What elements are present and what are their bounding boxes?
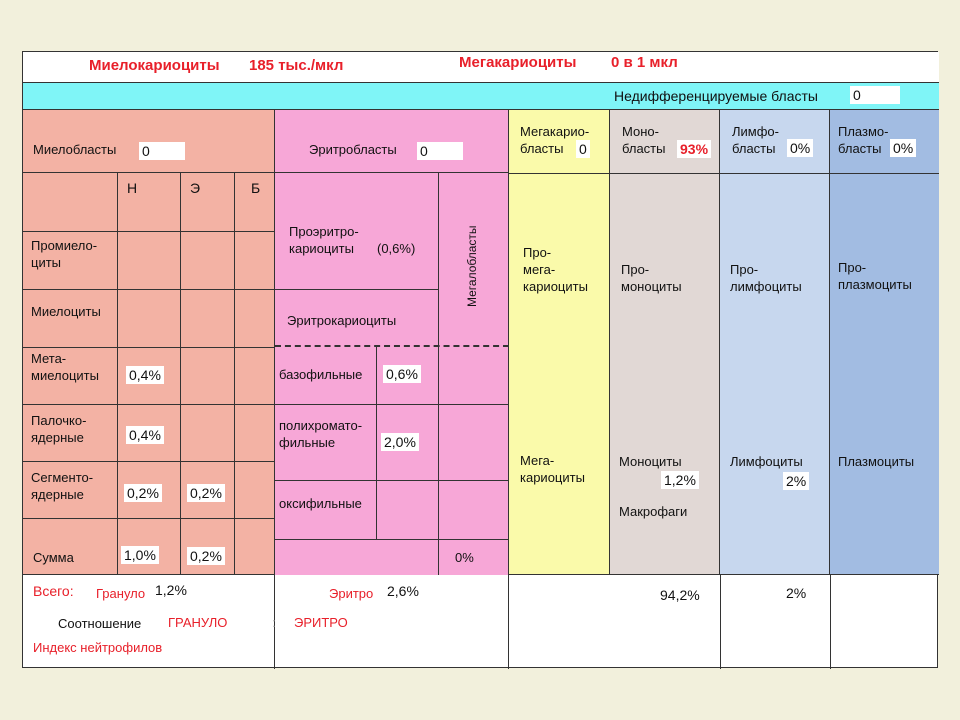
row-band-label: Палочко- ядерные: [31, 413, 87, 445]
prolymphocytes-label: Про- лимфоциты: [730, 262, 802, 294]
row-sum-e: 0,2%: [187, 547, 225, 565]
lymphoblasts-value: 0%: [787, 139, 814, 157]
erythroblasts-value: 0: [417, 142, 463, 160]
proerythro-label: Проэритро- кариоциты: [289, 224, 359, 256]
mono-column: [610, 110, 720, 575]
erythroblasts-cell: [275, 110, 509, 173]
megakaryo-column: [509, 110, 610, 575]
totals-ratio-granulo: ГРАНУЛО: [168, 615, 228, 630]
basophilic-value: 0,6%: [383, 365, 421, 383]
col-b-header: Б: [251, 180, 261, 196]
monoblasts-value: 93%: [677, 140, 712, 158]
col-e-header: Э: [190, 180, 201, 196]
plasmablasts-label: Плазмо- бласты: [838, 124, 889, 156]
header-row: [23, 52, 939, 83]
col-n-header: Н: [127, 180, 138, 196]
row-segmented-n: 0,2%: [124, 484, 162, 502]
megakaryocytes-label: Мегакариоциты: [459, 54, 577, 71]
monoblasts-label: Моно- бласты: [622, 124, 666, 156]
myeloblasts-cell: [23, 110, 275, 173]
row-myelocytes-label: Миелоциты: [31, 304, 101, 319]
totals-granulo-label: Грануло: [96, 586, 146, 601]
totals-granulo-value: 1,2%: [155, 582, 187, 598]
proerythro-value: (0,6%): [377, 241, 416, 256]
row-band-n: 0,4%: [126, 426, 164, 444]
plasmablasts-value: 0%: [890, 139, 917, 157]
macrophages-label: Макрофаги: [619, 504, 688, 519]
totals-ratio-separator: :: [272, 615, 276, 630]
row-segmented-e: 0,2%: [187, 484, 225, 502]
myelokaryocytes-label: Миелокариоциты: [89, 57, 220, 74]
lympho-column: [720, 110, 830, 575]
lymphocytes-label: Лимфоциты: [730, 454, 803, 469]
monocytes-value: 1,2%: [661, 471, 699, 489]
row-metamyelocytes-label: Мета- миелоциты: [31, 351, 99, 383]
totals-ratio-erythro: ЭРИТРО: [294, 615, 348, 630]
promonocytes-label: Про- моноциты: [621, 262, 682, 294]
totals-erythro-label: Эритро: [329, 586, 374, 601]
basophilic-label: базофильные: [279, 367, 363, 382]
erythrokaryocytes-label: Эритрокариоциты: [287, 313, 397, 328]
neutrophil-index-label: Индекс нейтрофилов: [33, 640, 163, 655]
myeloblasts-label: Миелобласты: [33, 142, 117, 157]
oxyphilic-label: оксифильные: [279, 496, 362, 511]
plasma-column: [830, 110, 939, 575]
megakaryocytes-mature-label: Мега- кариоциты: [520, 453, 585, 485]
row-metamyelocytes-n: 0,4%: [126, 366, 164, 384]
undiff-value: 0: [850, 86, 900, 104]
totals-lympho-value: 2%: [786, 585, 807, 601]
proplasmocytes-label: Про- плазмоциты: [838, 260, 912, 292]
lymphocytes-value: 2%: [783, 472, 810, 490]
row-sum-label: Сумма: [33, 550, 74, 565]
row-sum-n: 1,0%: [121, 546, 159, 564]
lymphoblasts-label: Лимфо- бласты: [732, 124, 779, 156]
row-segmented-label: Сегменто- ядерные: [31, 470, 94, 502]
totals-all-label: Всего:: [33, 583, 74, 599]
polychromatophilic-value: 2,0%: [381, 433, 419, 451]
polychromatophilic-label: полихромато- фильные: [279, 418, 363, 450]
erythroid-sum-value: 0%: [455, 550, 474, 565]
undiff-label: Недифференцируемые бласты: [614, 88, 818, 104]
erythroblasts-label: Эритробласты: [309, 142, 397, 157]
myeloblasts-value: 0: [139, 142, 185, 160]
megaloblasts-label: Мегалобласты: [465, 225, 479, 307]
promegakaryocytes-label: Про- мега- кариоциты: [523, 245, 588, 294]
monocytes-label: Моноциты: [619, 454, 682, 469]
totals-erythro-value: 2,6%: [387, 583, 419, 599]
plasmocytes-label: Плазмоциты: [838, 454, 915, 469]
myelogram-sheet: Миелокариоциты 185 тыс./мкл Мегакариоцит…: [22, 51, 939, 669]
totals-ratio-label: Соотношение: [58, 616, 142, 631]
megakaryoblasts-label: Мегакарио- бласты: [520, 124, 590, 156]
row-promyelocytes-label: Промиело- циты: [31, 238, 98, 270]
megakaryocytes-value: 0 в 1 мкл: [611, 54, 678, 71]
megakaryoblasts-value: 0: [576, 140, 590, 158]
undiff-row: [23, 83, 939, 110]
myelokaryocytes-value: 185 тыс./мкл: [249, 57, 344, 74]
totals-mono-value: 94,2%: [660, 587, 700, 603]
